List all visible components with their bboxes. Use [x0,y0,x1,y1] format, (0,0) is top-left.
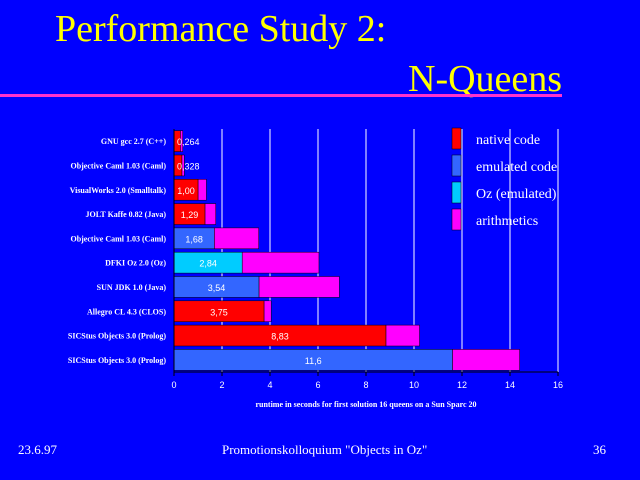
legend-swatch-emulated [451,154,462,177]
bar-value-label: 3,54 [208,283,226,293]
title-divider [0,94,562,97]
category-label: SICStus Objects 3.0 (Prolog) [68,356,166,365]
x-tick-label: 8 [363,380,368,390]
x-tick-label: 6 [315,380,320,390]
category-label: DFKI Oz 2.0 (Oz) [105,259,166,268]
bar-arithmetics [197,179,207,201]
slide-title-line1: Performance Study 2: [55,8,387,50]
bar-value-label: 1,68 [185,234,203,244]
slide-title-line2: N-Queens [408,58,563,100]
x-tick-label: 4 [267,380,272,390]
x-tick-label: 12 [457,380,467,390]
x-axis: 0 2 4 6 8 10 12 14 16 [171,129,563,390]
footer-date: 23.6.97 [18,442,57,457]
bar-value-label: 2,84 [199,259,217,269]
bar-arithmetics [385,324,420,347]
bar-arithmetics [204,203,217,225]
x-tick-label: 2 [219,380,224,390]
chart-legend: native code emulated code Oz (emulated) ari… [451,127,557,231]
bar-arithmetics [241,251,320,274]
bar-value-label: 1,00 [177,186,195,196]
x-tick-label: 0 [171,380,176,390]
category-labels: GNU gcc 2.7 (C++) Objective Caml 1.03 (Ca… [68,137,166,365]
category-label: Allegro CL 4.3 (CLOS) [87,307,166,316]
category-label: SUN JDK 1.0 (Java) [97,283,167,292]
bar-arithmetics [214,227,259,250]
legend-label: emulated code [476,160,557,175]
bar-value-label: 0,328 [177,161,200,171]
bar-arithmetics [452,349,520,371]
legend-swatch-oz_emulated [451,181,462,204]
x-tick-label: 16 [553,380,563,390]
bar-value-label: 8,83 [271,332,289,342]
legend-swatch-native [451,127,462,150]
category-label: Objective Caml 1.03 (Caml) [70,161,166,170]
x-tick-label: 14 [505,380,515,390]
page-number: 36 [593,442,606,457]
legend-label: native code [476,133,540,148]
category-label: VisualWorks 2.0 (Smalltalk) [70,186,167,195]
legend-label: Oz (emulated) [476,187,557,202]
category-label: Objective Caml 1.03 (Caml) [70,234,166,243]
x-axis-label: runtime in seconds for first solution 16… [255,400,476,409]
bar-value-label: 0,264 [177,137,200,147]
legend-swatch-arithmetics [451,208,462,231]
chart-bars: 0,264 0,328 1,00 1,29 1,68 2,84 3,54 3,75 8,83 11… [173,130,520,371]
category-label: GNU gcc 2.7 (C++) [101,137,166,146]
category-label: SICStus Objects 3.0 (Prolog) [68,332,166,341]
bar-value-label: 3,75 [210,307,228,317]
bar-value-label: 11,6 [305,356,322,366]
bar-arithmetics [263,300,272,322]
legend-label: arithmetics [476,214,538,229]
x-tick-label: 10 [409,380,419,390]
bar-value-label: 1,29 [181,210,199,220]
bar-arithmetics [258,276,340,298]
category-label: JOLT Kaffe 0.82 (Java) [86,210,167,219]
footer-title: Promotionskolloquium "Objects in Oz" [222,442,428,457]
